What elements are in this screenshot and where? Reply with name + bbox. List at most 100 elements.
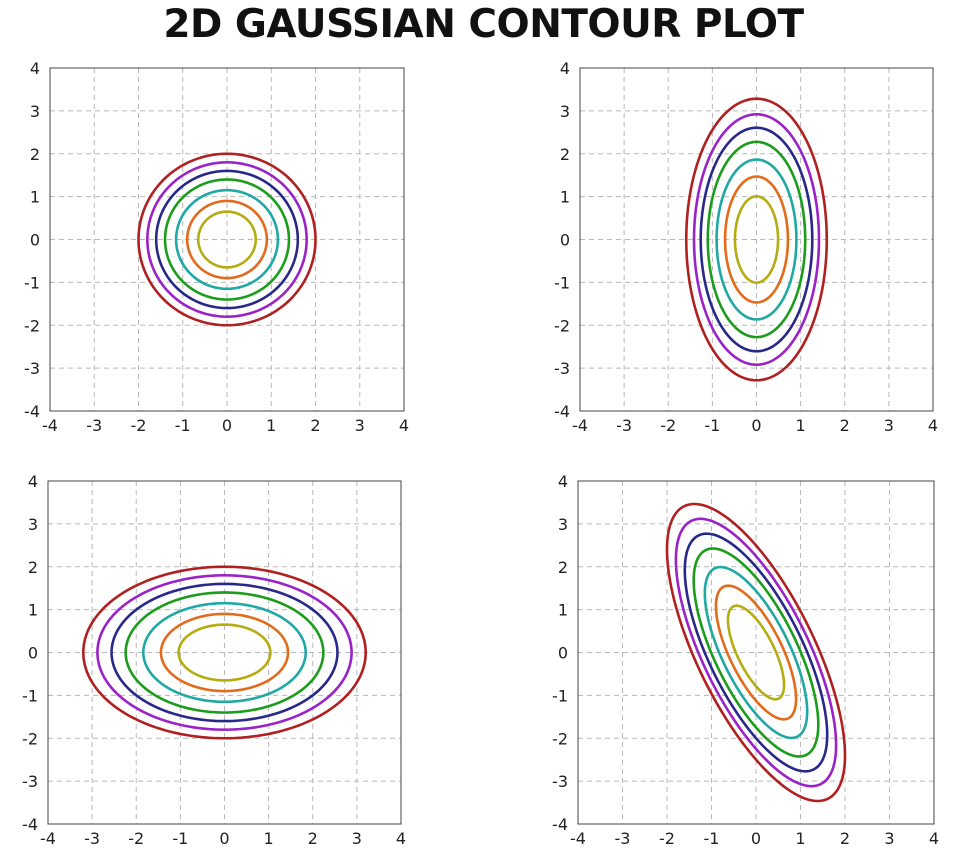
x-tick-label: -3 [86, 416, 102, 435]
x-tick-label: 3 [355, 416, 365, 435]
x-tick-label: 4 [399, 416, 409, 435]
x-tick-label: -1 [175, 416, 191, 435]
contour-line-level-6 [96, 574, 353, 731]
contour-line-level-4 [124, 591, 325, 714]
contour-line-level-3 [174, 188, 280, 291]
y-tick-label: 0 [30, 231, 40, 250]
contour-line-level-4 [163, 178, 291, 301]
contour-line-level-6 [146, 161, 308, 318]
x-tick-label: 2 [308, 829, 318, 848]
y-tick-label: -3 [554, 359, 570, 378]
contour-line-level-6 [674, 517, 838, 788]
y-tick-label: 0 [560, 231, 570, 250]
chart-panel-1: -4 -3 -2 -1 0 1 2 3 4 4 3 2 1 0 -1 -2 -3 -4 [24, 59, 409, 435]
x-tick-label: -1 [704, 416, 720, 435]
x-tick-label: 1 [264, 829, 274, 848]
x-tick-label: 3 [352, 829, 362, 848]
x-tick-label: -3 [615, 829, 631, 848]
contour-line-level-1 [733, 195, 780, 284]
y-tick-label: 3 [558, 515, 568, 534]
x-tick-label: -4 [570, 829, 586, 848]
x-tick-label: 3 [884, 829, 894, 848]
contour-line-level-1 [177, 623, 272, 682]
y-tick-label: 0 [558, 644, 568, 663]
contour-line-level-1 [726, 604, 786, 701]
x-tick-label: 0 [222, 416, 232, 435]
x-tick-label: -3 [84, 829, 100, 848]
contour-line-level-3 [715, 158, 798, 321]
y-tick-label: 4 [558, 472, 568, 491]
contour-line-level-6 [692, 112, 821, 367]
x-tick-label: -2 [659, 829, 675, 848]
x-tick-label: 1 [266, 416, 276, 435]
y-tick-label: 2 [28, 558, 38, 577]
y-tick-label: 4 [30, 59, 40, 78]
contour-line-level-3 [142, 601, 307, 704]
contour-line-level-7 [81, 565, 368, 740]
x-tick-label: -4 [572, 416, 588, 435]
contour-line-level-7 [684, 97, 829, 382]
x-tick-label: 1 [796, 416, 806, 435]
contour-line-level-1 [196, 210, 258, 269]
contour-line-level-4 [692, 547, 820, 758]
y-tick-label: 1 [558, 601, 568, 620]
contour-line-level-3 [703, 565, 809, 740]
x-tick-label: -2 [128, 829, 144, 848]
y-tick-label: 2 [558, 558, 568, 577]
contour-line-level-2 [159, 612, 290, 693]
contour-line-level-2 [185, 199, 269, 280]
y-tick-label: 1 [560, 188, 570, 207]
y-tick-label: -1 [22, 686, 38, 705]
y-tick-label: -2 [24, 316, 40, 335]
x-tick-label: -4 [40, 829, 56, 848]
x-tick-label: 0 [219, 829, 229, 848]
plot-frame [577, 480, 935, 825]
chart-panel-4: -4 -3 -2 -1 0 1 2 3 4 4 3 2 1 0 -1 -2 -3 -4 [552, 472, 939, 848]
contour-line-level-5 [154, 169, 300, 310]
y-tick-label: 3 [30, 102, 40, 121]
y-tick-label: -3 [552, 772, 568, 791]
x-tick-label: 4 [929, 829, 939, 848]
x-tick-label: 0 [751, 416, 761, 435]
x-tick-label: -2 [131, 416, 147, 435]
x-tick-label: -3 [616, 416, 632, 435]
y-tick-label: -4 [552, 815, 568, 834]
contour-line-level-7 [665, 502, 847, 803]
contour-line-level-2 [723, 175, 790, 304]
x-tick-label: 3 [884, 416, 894, 435]
plot-frame [47, 480, 402, 825]
y-tick-label: -2 [22, 729, 38, 748]
y-tick-label: 3 [28, 515, 38, 534]
chart-title: 2D GAUSSIAN CONTOUR PLOT [163, 2, 804, 47]
y-tick-label: 1 [28, 601, 38, 620]
y-tick-label: 4 [28, 472, 38, 491]
y-tick-label: -4 [22, 815, 38, 834]
x-tick-label: 2 [840, 829, 850, 848]
chart-panel-3: -4 -3 -2 -1 0 1 2 3 4 4 3 2 1 0 -1 -2 -3 -4 [22, 472, 406, 848]
y-tick-label: -2 [554, 316, 570, 335]
x-tick-label: 4 [928, 416, 938, 435]
chart-panel-2: -4 -3 -2 -1 0 1 2 3 4 4 3 2 1 0 -1 -2 -3 -4 [554, 59, 938, 435]
x-tick-label: -1 [704, 829, 720, 848]
y-tick-label: 2 [30, 145, 40, 164]
y-tick-label: 0 [28, 644, 38, 663]
y-tick-label: 4 [560, 59, 570, 78]
y-tick-label: -1 [552, 686, 568, 705]
y-tick-label: -2 [552, 729, 568, 748]
x-tick-label: -2 [660, 416, 676, 435]
contour-line-level-5 [683, 532, 829, 773]
y-tick-label: 3 [560, 102, 570, 121]
y-tick-label: -1 [24, 273, 40, 292]
y-tick-label: 1 [30, 188, 40, 207]
x-tick-label: 1 [795, 829, 805, 848]
contour-line-level-5 [110, 582, 339, 723]
contour-line-level-7 [137, 152, 317, 327]
x-tick-label: 2 [310, 416, 320, 435]
x-tick-label: 4 [396, 829, 406, 848]
plot-frame [579, 67, 934, 412]
x-tick-label: -4 [42, 416, 58, 435]
y-tick-label: -3 [24, 359, 40, 378]
contour-line-level-5 [699, 126, 814, 353]
y-tick-label: -4 [554, 402, 570, 421]
